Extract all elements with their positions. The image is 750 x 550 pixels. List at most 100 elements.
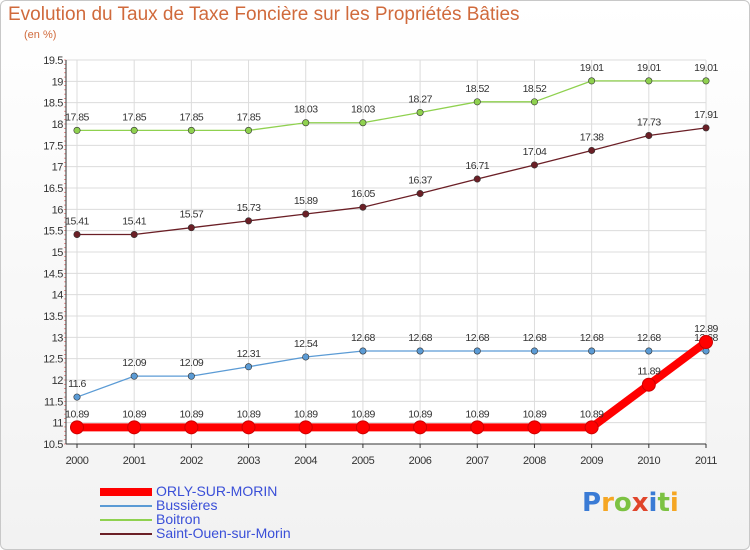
data-point xyxy=(416,190,424,198)
x-tick-label: 2006 xyxy=(409,455,432,467)
data-label: 15.41 xyxy=(65,216,89,228)
data-point xyxy=(184,420,199,435)
data-point xyxy=(584,420,599,435)
data-point xyxy=(470,420,485,435)
y-tick-label: 19.5 xyxy=(43,55,63,67)
logo-letter: t xyxy=(657,488,670,518)
y-tick-label: 16 xyxy=(52,204,64,216)
x-tick-label: 2002 xyxy=(180,455,203,467)
data-point xyxy=(530,98,538,106)
grid xyxy=(66,59,707,445)
data-point xyxy=(73,231,81,239)
data-label: 18.27 xyxy=(408,93,432,105)
y-tick-label: 15 xyxy=(52,247,64,259)
data-label: 12.68 xyxy=(351,332,375,344)
series-line xyxy=(76,127,707,236)
data-label: 15.73 xyxy=(237,202,261,214)
y-tick-label: 18 xyxy=(52,119,64,131)
data-label: 18.52 xyxy=(523,83,547,95)
data-point xyxy=(302,210,310,218)
y-tick-label: 17.5 xyxy=(43,140,63,152)
data-point xyxy=(73,393,81,401)
data-label: 18.03 xyxy=(351,104,375,116)
data-label: 10.89 xyxy=(237,408,261,420)
logo-letter: x xyxy=(631,488,649,518)
data-label: 12.89 xyxy=(694,323,718,335)
data-point xyxy=(641,377,656,392)
legend-swatch xyxy=(100,519,152,521)
data-label: 10.89 xyxy=(408,408,432,420)
x-tick-label: 2010 xyxy=(637,455,660,467)
y-tick-label: 12 xyxy=(52,375,64,387)
y-tick-label: 12.5 xyxy=(43,354,63,366)
data-label: 12.09 xyxy=(122,357,146,369)
data-point xyxy=(702,77,710,85)
data-point xyxy=(187,372,195,380)
data-point xyxy=(187,224,195,232)
legend-swatch xyxy=(100,505,152,507)
data-point xyxy=(473,98,481,106)
data-label: 10.89 xyxy=(523,408,547,420)
axes: 10.5 11 11.5 12 12.5 13 13.5 14 14.5 15 15.5 16 16.5… xyxy=(43,55,718,467)
data-point xyxy=(245,126,253,134)
y-tick-label: 11 xyxy=(52,418,63,430)
data-label: 19.01 xyxy=(580,62,604,74)
data-point xyxy=(298,420,313,435)
data-point xyxy=(359,203,367,211)
data-point xyxy=(645,132,653,140)
data-point xyxy=(527,420,542,435)
legend-label: Boitron xyxy=(156,511,201,527)
data-point xyxy=(530,161,538,169)
data-point xyxy=(416,108,424,116)
chart-subtitle: (en %) xyxy=(24,29,57,41)
logo-letter: i xyxy=(648,488,658,518)
data-label: 17.04 xyxy=(523,146,547,158)
data-label: 17.85 xyxy=(122,111,146,123)
legend-label: Bussières xyxy=(156,497,218,513)
proxiti-logo: Proxiti xyxy=(582,488,679,518)
data-point xyxy=(302,353,310,361)
data-point xyxy=(73,126,81,134)
data-point xyxy=(241,420,256,435)
y-tick-label: 11.5 xyxy=(44,396,63,408)
legend-swatch xyxy=(100,533,152,535)
data-label: 10.89 xyxy=(122,408,146,420)
data-point xyxy=(70,420,84,435)
x-tick-label: 2003 xyxy=(237,455,260,467)
y-tick-label: 13 xyxy=(52,332,64,344)
data-point xyxy=(645,347,653,355)
data-point xyxy=(416,347,424,355)
data-point xyxy=(699,335,713,350)
data-label: 12.68 xyxy=(465,332,489,344)
legend-label: Saint-Ouen-sur-Morin xyxy=(156,525,291,541)
data-point xyxy=(588,77,596,85)
x-tick-label: 2000 xyxy=(66,455,89,467)
series-orly-sur-morin: 10.89 10.89 10.89 10.89 10.89 10.89 10.89 10.89… xyxy=(65,323,719,435)
series-line xyxy=(76,350,707,398)
data-point xyxy=(473,175,481,183)
x-tick-label: 2005 xyxy=(351,455,374,467)
data-point xyxy=(187,126,195,134)
y-tick-label: 14 xyxy=(52,290,64,302)
data-label: 19.01 xyxy=(694,62,718,74)
data-point xyxy=(245,217,253,225)
y-tick-label: 10.5 xyxy=(43,439,63,451)
data-label: 12.68 xyxy=(637,332,661,344)
chart-title: Evolution du Taux de Taxe Foncière sur l… xyxy=(8,4,520,25)
data-label: 16.37 xyxy=(408,175,432,187)
x-tick-label: 2008 xyxy=(523,455,546,467)
data-label: 12.68 xyxy=(408,332,432,344)
data-label: 11.89 xyxy=(637,366,661,378)
y-tick-label: 17 xyxy=(52,162,64,174)
x-tick-label: 2004 xyxy=(294,455,317,467)
data-point xyxy=(645,77,653,85)
data-label: 17.85 xyxy=(65,111,89,123)
series-saint-ouen-sur-morin: 15.41 15.41 15.57 15.73 15.89 16.05 16.37 16.71… xyxy=(65,109,719,239)
data-label: 15.57 xyxy=(179,209,203,221)
data-point xyxy=(359,347,367,355)
series-line xyxy=(76,80,707,132)
data-label: 17.73 xyxy=(637,117,661,129)
x-tick-label: 2009 xyxy=(580,455,603,467)
data-label: 19.01 xyxy=(637,62,661,74)
data-label: 10.89 xyxy=(65,408,89,420)
